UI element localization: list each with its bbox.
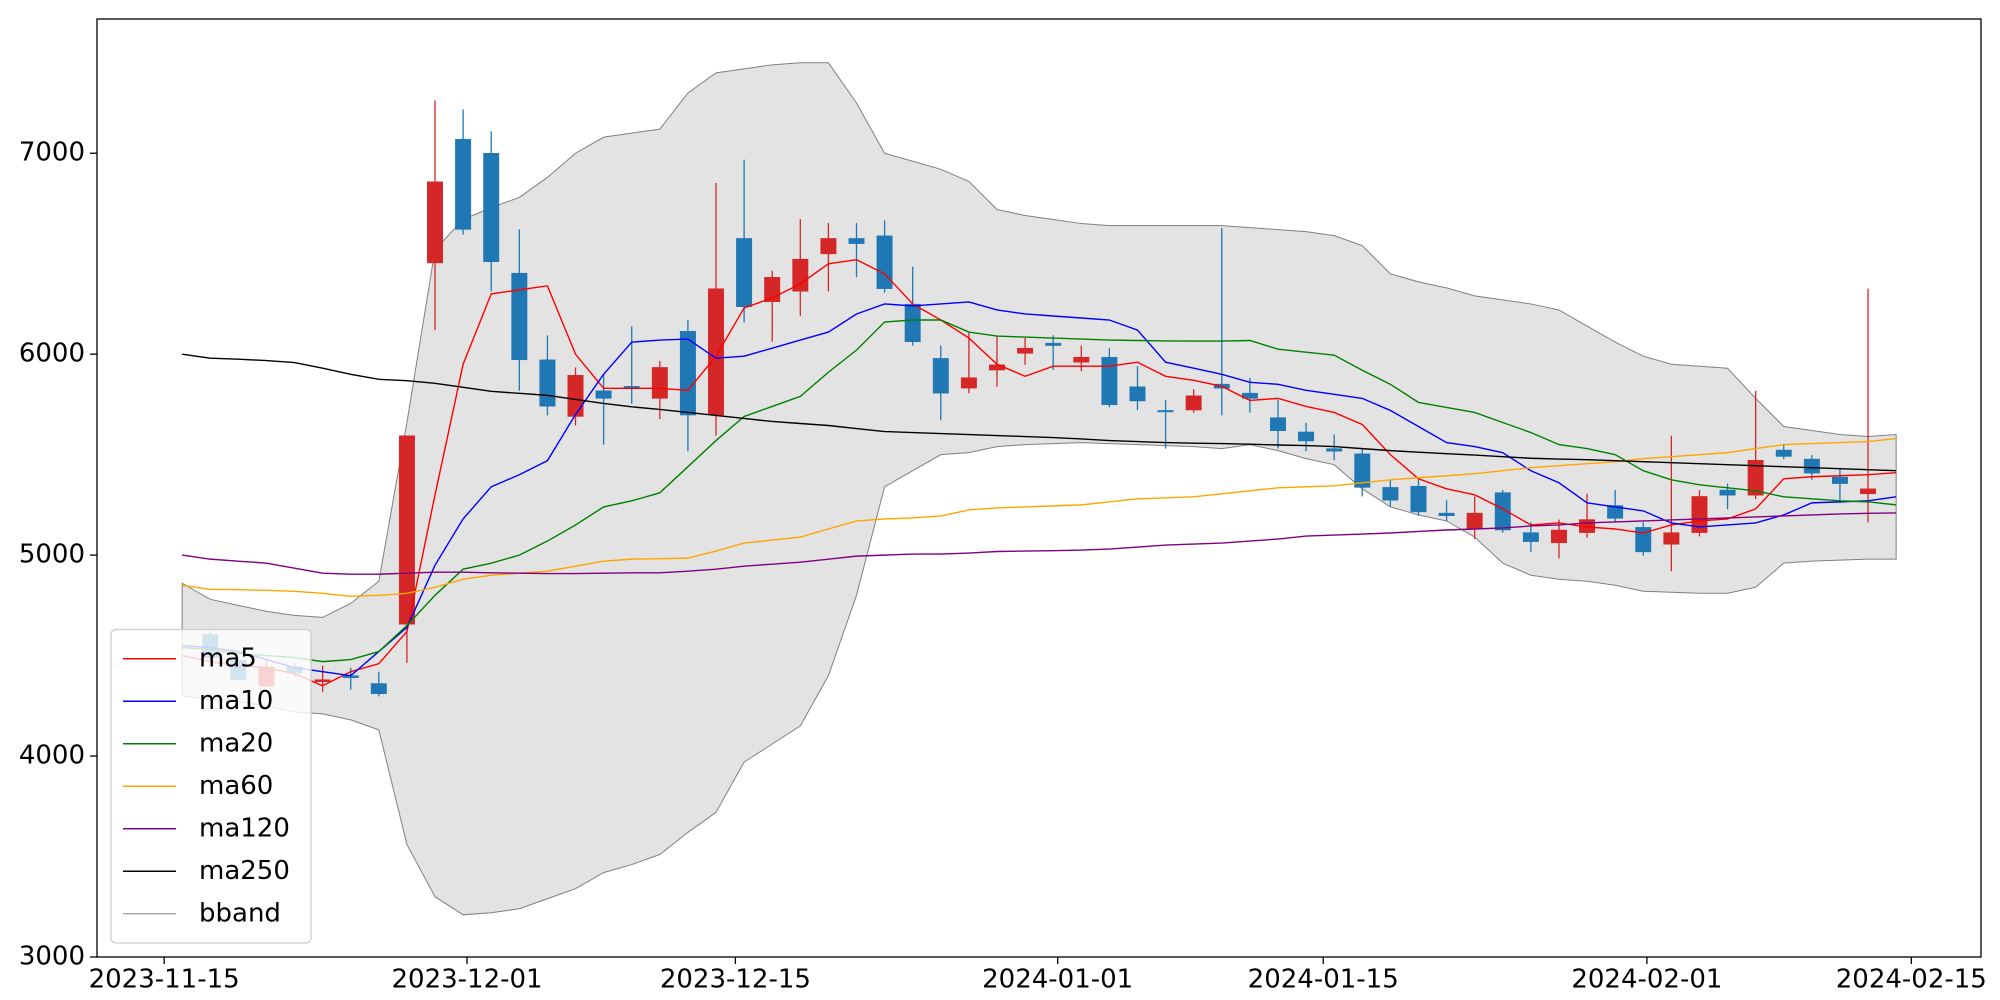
- candle-body: [483, 152, 500, 262]
- legend-label: ma120: [199, 813, 290, 843]
- ma-line: [182, 353, 1897, 472]
- candle-body: [651, 367, 668, 399]
- x-tick-label: 2024-02-01: [1571, 965, 1722, 995]
- candle-body: [1382, 487, 1399, 501]
- x-tick-label: 2024-01-15: [1248, 965, 1399, 995]
- candle-body: [1494, 492, 1511, 531]
- y-tick-label: 3000: [19, 942, 85, 972]
- candle-body: [1691, 496, 1708, 533]
- y-tick-label: 6000: [19, 339, 85, 369]
- candle-body: [848, 238, 865, 244]
- x-tick-label: 2024-01-01: [982, 965, 1133, 995]
- candle-body: [427, 181, 444, 264]
- legend-label: ma5: [199, 643, 257, 673]
- candle-body: [1410, 485, 1427, 513]
- candle-body: [876, 235, 893, 289]
- legend-label: ma10: [199, 686, 273, 716]
- legend-label: ma250: [199, 856, 290, 886]
- candle-body: [960, 377, 977, 389]
- candle-body: [820, 238, 837, 255]
- candle-body: [989, 364, 1005, 371]
- candle-body: [1663, 532, 1680, 545]
- x-tick-label: 2023-11-15: [89, 965, 240, 995]
- candle-body: [1831, 476, 1848, 484]
- candle-body: [1607, 505, 1624, 519]
- candle-body: [511, 272, 528, 361]
- plot-frame: [96, 18, 1982, 958]
- candle-body: [314, 679, 331, 682]
- candle-body: [455, 138, 472, 230]
- candle-body: [1157, 410, 1174, 413]
- x-tick-label: 2023-12-01: [392, 965, 543, 995]
- candle-body: [1775, 449, 1792, 457]
- candle-body: [1129, 386, 1146, 402]
- candle-body: [1635, 527, 1652, 553]
- ma-line: [182, 319, 1897, 663]
- candle-body: [1101, 356, 1118, 406]
- y-tick-label: 5000: [19, 540, 85, 570]
- candle-body: [1073, 356, 1090, 363]
- candle-body: [1354, 453, 1371, 488]
- legend-label: bband: [199, 898, 281, 928]
- ma-line: [182, 512, 1897, 575]
- candle-body: [708, 288, 724, 416]
- candle-body: [1466, 512, 1483, 529]
- legend-label: ma20: [199, 728, 273, 758]
- candle-body: [1803, 458, 1820, 474]
- candle-body: [792, 258, 809, 292]
- legend-label: ma60: [199, 771, 273, 801]
- candle-body: [1860, 488, 1877, 495]
- candle-body: [904, 303, 921, 342]
- bollinger-band: [181, 62, 1897, 916]
- candle-body: [539, 359, 556, 407]
- candle-body: [1747, 460, 1764, 496]
- candle-body: [1550, 529, 1567, 544]
- candle-body: [1438, 512, 1455, 516]
- candle-body: [1270, 417, 1286, 431]
- ma-line: [182, 301, 1897, 677]
- legend: ma5 ma10 ma20 ma60 ma120 ma250 bband: [110, 628, 312, 944]
- candle-body: [567, 375, 584, 417]
- x-tick-label: 2023-12-15: [660, 965, 811, 995]
- candle-body: [1045, 342, 1062, 346]
- legend-box: [110, 628, 312, 944]
- candle-body: [1298, 431, 1315, 442]
- candle-body: [1522, 532, 1539, 542]
- ma-line: [182, 437, 1897, 598]
- plot-area: [181, 62, 1897, 916]
- x-tick-label: 2024-02-15: [1836, 965, 1987, 995]
- candle-body: [932, 358, 949, 394]
- candle-body: [1017, 347, 1034, 354]
- y-tick-label: 7000: [19, 138, 85, 168]
- y-tick-label: 4000: [19, 741, 85, 771]
- ma-line: [181, 259, 1897, 687]
- candle-body: [398, 435, 415, 625]
- candle-body: [1326, 448, 1343, 452]
- candle-body: [370, 683, 387, 695]
- candle-body: [1185, 395, 1202, 411]
- candle-body: [679, 331, 696, 416]
- candle-body: [595, 390, 612, 399]
- candle-body: [736, 238, 753, 307]
- candle-body: [1719, 489, 1736, 496]
